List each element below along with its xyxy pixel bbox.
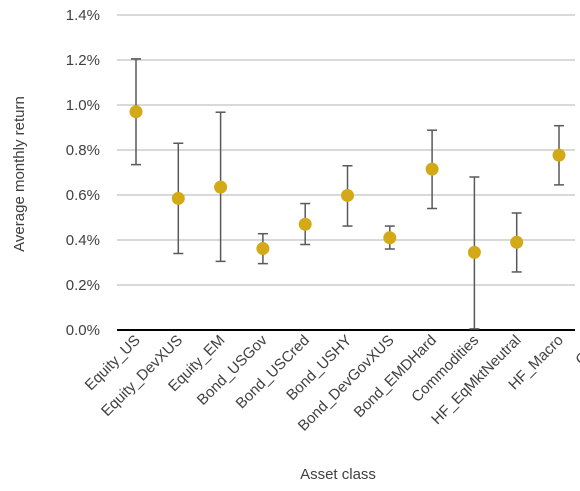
y-tick-label: 0.2% <box>66 277 100 294</box>
y-axis-label: Average monthly return <box>11 96 28 252</box>
data-point <box>468 246 481 259</box>
y-tick-label: 0.6% <box>66 187 100 204</box>
data-point <box>256 242 269 255</box>
y-tick-label: 0.0% <box>66 322 100 339</box>
data-point <box>172 192 185 205</box>
x-tick-label: Bond_USCred <box>233 332 313 412</box>
data-point <box>510 236 523 249</box>
x-tick-label: Cash <box>572 332 580 369</box>
y-tick-label: 1.4% <box>66 7 100 24</box>
gridlines <box>117 15 575 330</box>
data-point <box>341 189 354 202</box>
data-point <box>426 163 439 176</box>
y-tick-label: 1.0% <box>66 97 100 114</box>
x-axis-ticks: Equity_USEquity_DevXUSEquity_EMBond_USGo… <box>82 331 580 434</box>
data-point <box>214 181 227 194</box>
x-axis-label: Asset class <box>300 466 376 483</box>
data-point <box>553 149 566 162</box>
y-tick-label: 0.8% <box>66 142 100 159</box>
data-point <box>383 231 396 244</box>
data-point <box>130 105 143 118</box>
y-axis-ticks: 0.0% 0.2% 0.4% 0.6% 0.8% 1.0% 1.2% 1.4% <box>66 7 100 339</box>
y-tick-label: 0.4% <box>66 232 100 249</box>
y-tick-label: 1.2% <box>66 52 100 69</box>
data-point <box>299 218 312 231</box>
data-points <box>130 105 580 292</box>
